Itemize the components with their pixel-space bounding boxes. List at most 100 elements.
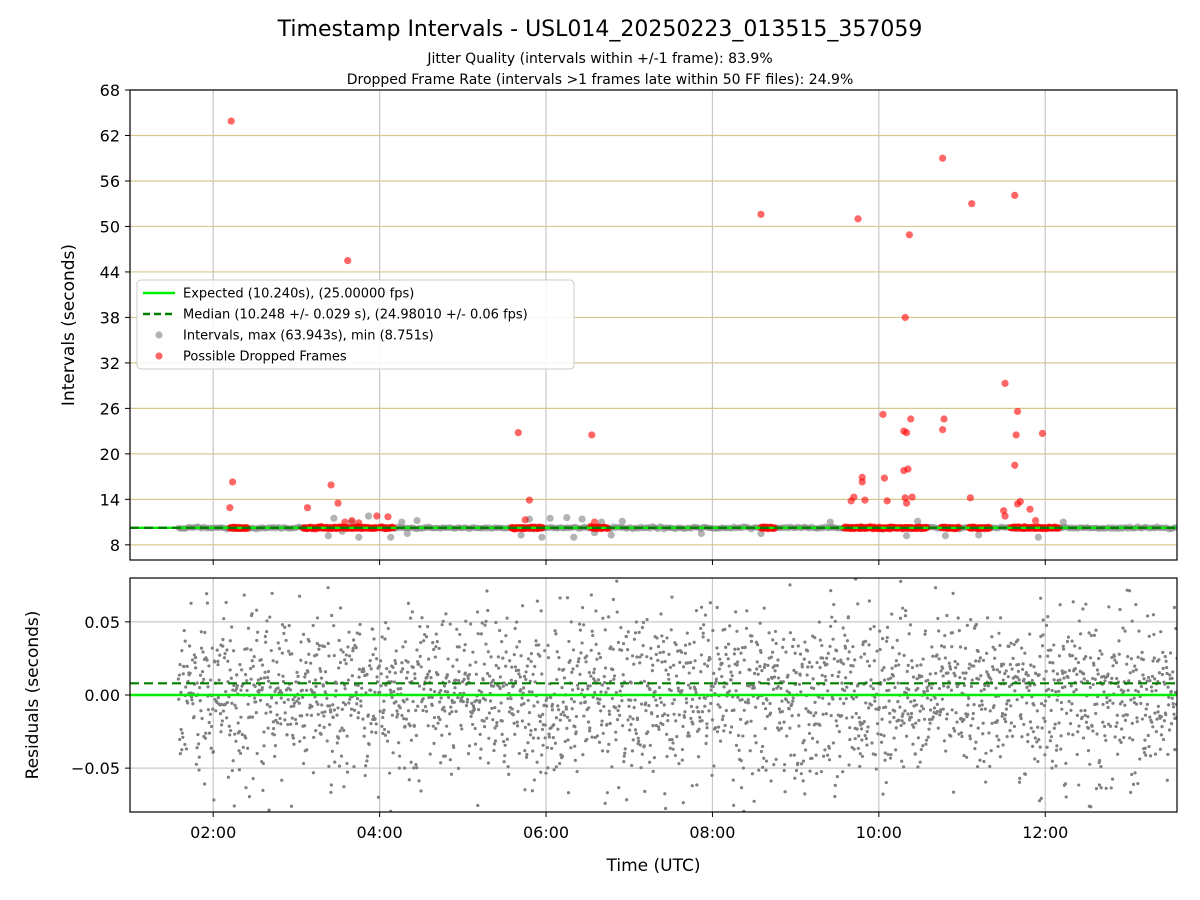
residual-point xyxy=(606,615,611,619)
residual-point xyxy=(1154,688,1158,693)
residual-point xyxy=(365,672,369,676)
residual-point xyxy=(1000,712,1005,716)
residual-point xyxy=(416,660,420,664)
residual-point xyxy=(962,717,966,722)
residual-point xyxy=(632,637,637,641)
residual-point xyxy=(818,665,822,670)
residual-point xyxy=(1163,654,1167,659)
residual-point xyxy=(574,714,579,719)
residual-point xyxy=(987,731,991,735)
residual-point xyxy=(480,621,484,625)
residual-point xyxy=(195,681,199,685)
residual-point xyxy=(1166,685,1170,689)
residual-point xyxy=(1129,698,1133,702)
residual-point xyxy=(491,678,495,682)
residual-point xyxy=(344,661,348,666)
residual-point xyxy=(1142,677,1146,681)
residual-point xyxy=(192,715,196,719)
residual-point xyxy=(833,783,837,787)
residual-point xyxy=(978,758,982,762)
residual-point xyxy=(629,722,633,727)
dropped-frame-point xyxy=(1026,505,1034,513)
residual-point xyxy=(263,634,267,639)
residual-point xyxy=(1130,772,1134,777)
residual-point xyxy=(354,646,358,650)
residual-point xyxy=(988,709,992,713)
residual-point xyxy=(683,710,687,714)
residual-point xyxy=(823,674,827,679)
residual-point xyxy=(692,640,696,644)
residual-point xyxy=(1150,689,1154,693)
residual-point xyxy=(209,724,214,729)
residual-point xyxy=(826,689,830,693)
residual-point xyxy=(568,718,572,723)
residual-point xyxy=(704,741,708,746)
residual-point xyxy=(1052,726,1056,730)
residual-point xyxy=(336,736,341,740)
residual-point xyxy=(630,654,635,658)
residual-point xyxy=(455,658,459,662)
interval-point xyxy=(546,514,554,522)
residual-point xyxy=(211,749,216,754)
residual-point xyxy=(626,647,630,652)
residual-point xyxy=(863,639,868,643)
residual-point xyxy=(490,706,494,710)
residual-point xyxy=(681,801,685,805)
residual-point xyxy=(645,617,649,622)
residual-point xyxy=(546,656,551,660)
residual-point xyxy=(505,737,509,741)
residual-point xyxy=(988,764,992,769)
residual-point xyxy=(759,650,763,655)
residual-point xyxy=(1106,672,1110,676)
residual-point xyxy=(546,766,550,770)
residual-point xyxy=(709,688,713,692)
interval-point xyxy=(538,533,546,541)
residual-point xyxy=(1088,685,1092,690)
residual-point xyxy=(599,723,604,727)
residual-point xyxy=(339,648,343,652)
residual-point xyxy=(546,643,550,647)
residual-point xyxy=(497,666,501,670)
residual-point xyxy=(865,729,869,734)
residual-point xyxy=(1049,735,1054,739)
residual-point xyxy=(1081,607,1085,611)
residual-point xyxy=(1164,659,1168,663)
residual-point xyxy=(786,700,790,704)
residual-point xyxy=(1144,753,1148,757)
residual-point xyxy=(1090,724,1094,728)
residual-point xyxy=(233,703,237,707)
residual-point xyxy=(867,664,872,668)
residual-point xyxy=(260,686,264,690)
residual-point xyxy=(1122,735,1126,740)
residual-point xyxy=(528,733,533,737)
residual-point xyxy=(1057,689,1061,693)
residual-point xyxy=(262,676,267,680)
residual-point xyxy=(912,704,916,708)
residual-point xyxy=(701,635,705,639)
residual-point xyxy=(572,700,576,704)
residual-point xyxy=(1018,776,1022,780)
residual-point xyxy=(231,759,235,763)
residual-point xyxy=(306,670,310,674)
residual-point xyxy=(648,743,652,747)
residual-point xyxy=(255,608,259,612)
residual-point xyxy=(449,705,453,709)
residual-point xyxy=(974,659,978,663)
residual-point xyxy=(441,619,445,623)
residual-point xyxy=(889,676,893,680)
residual-point xyxy=(620,684,624,688)
residual-point xyxy=(942,684,946,688)
residual-point xyxy=(667,677,671,681)
dropped-frame-point xyxy=(905,231,913,239)
residual-point xyxy=(1162,719,1166,723)
residual-point xyxy=(243,673,248,677)
residual-point xyxy=(985,651,989,655)
residual-point xyxy=(286,722,290,727)
residual-point xyxy=(432,715,437,720)
residual-point xyxy=(413,672,417,676)
residual-point xyxy=(426,724,430,728)
residual-point xyxy=(680,747,685,752)
residual-point xyxy=(736,660,740,664)
residual-point xyxy=(522,686,526,690)
residual-point xyxy=(867,643,871,647)
